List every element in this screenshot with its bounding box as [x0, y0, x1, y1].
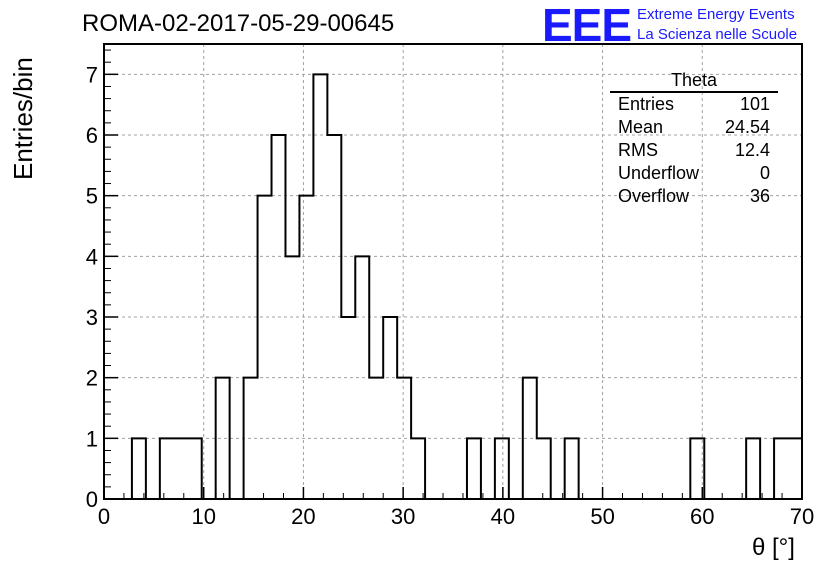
x-tick-label: 40: [491, 504, 515, 529]
stat-key: Entries: [618, 94, 675, 114]
histogram-bin: [383, 317, 397, 499]
y-tick-label: 3: [86, 305, 98, 330]
histogram-bin: [788, 438, 802, 499]
stat-value: 24.54: [724, 117, 770, 137]
stat-key: Overflow: [618, 186, 690, 206]
histogram-bin: [174, 438, 188, 499]
grid-lines: [104, 44, 802, 499]
histogram-bin: [313, 74, 327, 499]
histogram-bin: [216, 378, 230, 499]
y-axis-label: Entries/bin: [8, 57, 38, 180]
stat-key: Underflow: [618, 163, 700, 183]
y-tick-label: 2: [86, 366, 98, 391]
x-tick-label: 0: [98, 504, 110, 529]
histogram-bin: [341, 317, 355, 499]
histogram-bin: [299, 196, 313, 499]
stat-value: 101: [739, 94, 770, 114]
x-tick-label: 50: [590, 504, 614, 529]
logo-line-2: La Scienza nelle Scuole: [637, 26, 798, 43]
x-tick-label: 20: [291, 504, 315, 529]
y-tick-label: 6: [86, 123, 98, 148]
histogram-bin: [411, 438, 425, 499]
x-tick-label: 60: [690, 504, 714, 529]
x-tick-label: 30: [391, 504, 415, 529]
logo-line-1: Extreme Energy Events: [637, 6, 795, 23]
y-tick-label: 0: [86, 487, 98, 512]
histogram-bin: [188, 438, 202, 499]
stats-title: Theta: [610, 70, 778, 93]
run-title: ROMA-02-2017-05-29-00645: [82, 10, 395, 37]
stat-value: 36: [749, 186, 770, 206]
stat-row: Mean 24.54: [610, 116, 778, 139]
y-tick-label: 1: [86, 426, 98, 451]
histogram-bin: [132, 438, 146, 499]
stat-row: Underflow 0: [610, 162, 778, 185]
y-tick-label: 4: [86, 244, 98, 269]
stat-value: 12.4: [734, 140, 770, 160]
logo-mark: EEE: [542, 0, 632, 51]
stat-value: 0: [759, 163, 770, 183]
x-axis-label: θ [°]: [752, 534, 795, 561]
histogram-bin: [467, 438, 481, 499]
histogram-bin: [774, 438, 788, 499]
axis-ticks: 0 10 20 30 40 50 60 70 0 1 2 3 4 5 6 7: [86, 49, 814, 529]
x-tick-label: 10: [191, 504, 215, 529]
histogram-bin: [746, 438, 760, 499]
stat-row: Overflow 36: [610, 185, 778, 208]
histogram-bin: [160, 438, 174, 499]
histogram-bin: [565, 438, 579, 499]
stat-row: RMS 12.4: [610, 139, 778, 162]
stat-key: RMS: [618, 140, 658, 160]
stat-key: Mean: [618, 117, 664, 137]
y-tick-label: 7: [86, 62, 98, 87]
y-tick-label: 5: [86, 184, 98, 209]
histogram-bin: [258, 196, 272, 499]
histogram-bin: [537, 438, 551, 499]
stats-box: Theta Entries 101 Mean 24.54 RMS 12.4 Under…: [610, 70, 778, 208]
stat-row: Entries 101: [610, 93, 778, 116]
plot-frame: [103, 43, 803, 500]
histogram-bin: [495, 438, 509, 499]
x-tick-label: 70: [790, 504, 814, 529]
